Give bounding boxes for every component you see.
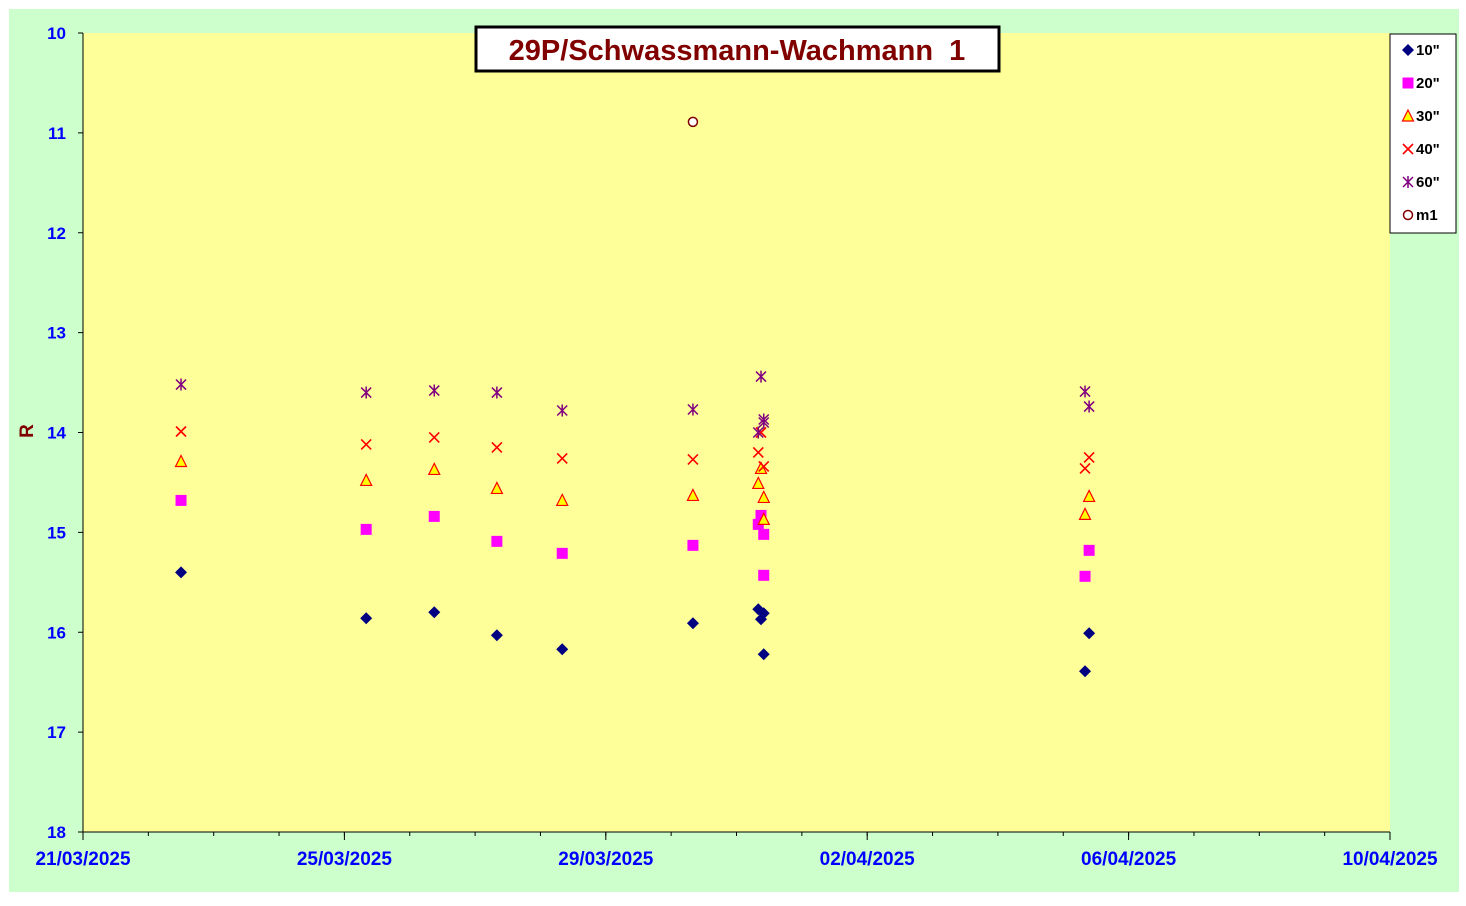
- data-point-series-2: [490, 481, 504, 495]
- chart-title-box: 29P/Schwassmann-Wachmann 1: [474, 25, 1001, 73]
- data-point-series-0: [1083, 627, 1096, 640]
- data-point-series-4: [1083, 400, 1095, 413]
- data-point-series-0: [175, 566, 188, 579]
- legend-marker-5: [1402, 209, 1414, 221]
- x-tick-label: 02/04/2025: [820, 849, 916, 870]
- data-point-series-3: [175, 425, 187, 438]
- y-tick-label: 18: [47, 823, 66, 842]
- data-point-series-4: [428, 384, 440, 397]
- data-point-series-4: [687, 403, 699, 416]
- data-point-series-4: [752, 426, 764, 439]
- data-point-series-0: [428, 606, 441, 619]
- data-point-series-2: [555, 493, 569, 507]
- data-point-series-3: [752, 446, 764, 459]
- data-point-series-0: [556, 643, 569, 656]
- data-point-series-4: [360, 386, 372, 399]
- data-point-series-2: [686, 488, 700, 502]
- plot-area-background: [83, 33, 1390, 832]
- data-point-series-3: [1083, 451, 1095, 464]
- data-point-series-0: [757, 607, 770, 620]
- legend-label-3: 40": [1416, 141, 1440, 158]
- data-point-series-0: [686, 617, 699, 630]
- data-point-series-3: [758, 460, 770, 473]
- data-point-series-0: [360, 612, 373, 625]
- data-point-series-4: [755, 370, 767, 383]
- y-axis-label: R: [17, 424, 38, 438]
- data-point-series-1: [687, 539, 699, 551]
- data-point-series-3: [556, 452, 568, 465]
- legend-label-5: m1: [1416, 207, 1438, 224]
- data-point-series-1: [758, 569, 770, 581]
- data-point-series-3: [428, 431, 440, 444]
- data-point-series-2: [757, 512, 771, 525]
- legend-marker-0: [1402, 44, 1414, 56]
- data-point-series-1: [491, 535, 503, 547]
- data-point-series-2: [751, 476, 765, 490]
- y-tick-label: 11: [48, 124, 66, 143]
- data-point-series-3: [687, 453, 699, 466]
- data-point-series-1: [360, 523, 372, 535]
- data-point-series-4: [556, 404, 568, 417]
- x-tick-label: 25/03/2025: [297, 849, 393, 870]
- data-point-series-3: [360, 438, 372, 451]
- x-tick-label: 06/04/2025: [1081, 849, 1177, 870]
- data-points: [174, 116, 1096, 678]
- data-point-series-4: [491, 386, 503, 399]
- data-point-series-4: [1079, 385, 1091, 398]
- data-point-series-1: [556, 547, 568, 559]
- data-point-series-1: [175, 494, 187, 506]
- legend-marker-4: [1402, 176, 1414, 188]
- data-point-series-4: [758, 416, 770, 429]
- legend-marker-2: [1401, 108, 1415, 122]
- data-point-series-1: [758, 528, 770, 540]
- y-tick-label: 13: [47, 324, 66, 343]
- y-tick-label: 10: [47, 24, 66, 43]
- data-point-series-4: [175, 378, 187, 391]
- legend-marker-3: [1402, 143, 1414, 155]
- data-point-series-3: [1079, 462, 1091, 475]
- data-point-series-2: [1082, 489, 1096, 503]
- data-point-series-1: [1079, 570, 1091, 582]
- data-point-series-5: [687, 116, 699, 128]
- data-point-series-0: [490, 629, 503, 642]
- data-point-series-1: [1083, 544, 1095, 556]
- y-tick-label: 17: [47, 723, 66, 742]
- data-point-series-2: [754, 461, 768, 475]
- data-point-series-2: [359, 473, 373, 487]
- axis-ticks: 21/03/2025 25/03/2025 29/03/2025 02/04/2025…: [35, 24, 1438, 870]
- x-tick-label: 29/03/2025: [558, 849, 654, 870]
- data-point-series-0: [1079, 665, 1092, 678]
- data-point-series-2: [757, 490, 771, 504]
- data-point-series-3: [491, 441, 503, 454]
- data-point-series-2: [1078, 507, 1092, 520]
- data-point-series-2: [174, 454, 188, 468]
- legend-marker-1: [1402, 77, 1414, 89]
- data-point-series-0: [757, 648, 770, 661]
- y-tick-label: 15: [47, 523, 66, 542]
- x-tick-label: 21/03/2025: [35, 849, 131, 870]
- chart-title: 29P/Schwassmann-Wachmann 1: [509, 35, 966, 67]
- legend-label-4: 60": [1416, 174, 1440, 191]
- legend-label-2: 30": [1416, 108, 1440, 125]
- data-point-series-1: [755, 509, 767, 521]
- y-tick-label: 12: [47, 224, 66, 243]
- legend: 10" 20" 30" 40" 60" m1: [1389, 33, 1457, 234]
- data-point-series-1: [428, 510, 440, 522]
- y-tick-label: 16: [47, 623, 66, 642]
- x-tick-label: 10/04/2025: [1342, 849, 1438, 870]
- legend-label-0: 10": [1416, 42, 1440, 59]
- y-tick-label: 14: [47, 424, 66, 443]
- data-point-series-2: [427, 462, 441, 476]
- legend-label-1: 20": [1416, 75, 1440, 92]
